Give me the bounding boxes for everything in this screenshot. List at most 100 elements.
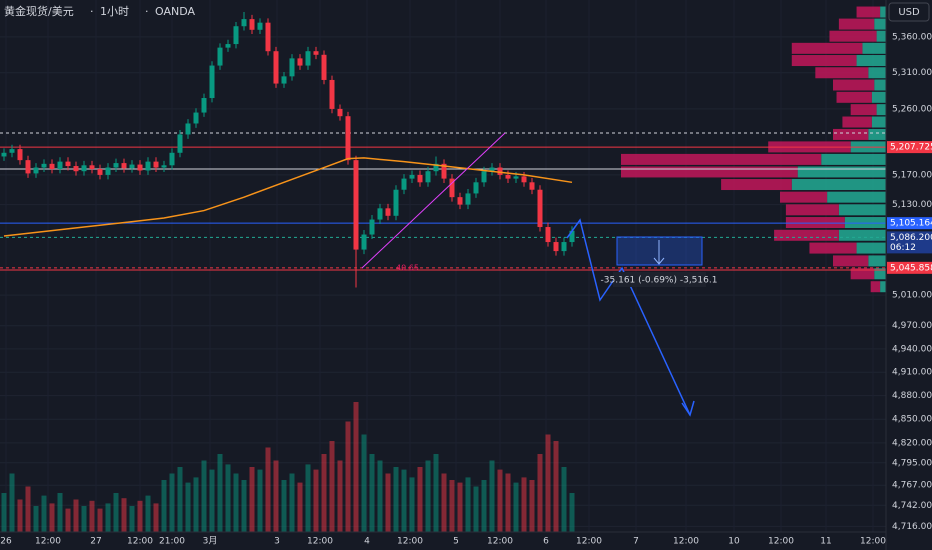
candle-body bbox=[113, 163, 119, 168]
volume-bar bbox=[401, 469, 407, 532]
x-tick-label: 12:00 bbox=[127, 537, 153, 547]
volume-bar bbox=[361, 434, 367, 532]
profile-up bbox=[844, 217, 886, 229]
profile-down bbox=[815, 67, 869, 79]
measure-label-bg bbox=[613, 272, 706, 287]
profile-up bbox=[862, 42, 886, 54]
projection-arrow-head bbox=[681, 400, 695, 417]
volume-bar bbox=[193, 477, 199, 532]
price-axis-panel bbox=[886, 0, 932, 550]
profile-down bbox=[870, 281, 881, 293]
volume-bar bbox=[513, 482, 519, 532]
candle-body bbox=[457, 197, 463, 205]
candle-body bbox=[417, 174, 423, 183]
currency-box[interactable] bbox=[888, 2, 930, 22]
candle-body bbox=[425, 171, 431, 183]
y-tick-label: 5,130.000 bbox=[892, 200, 932, 210]
profile-down bbox=[780, 191, 828, 203]
candle-body bbox=[361, 234, 367, 250]
profile-down bbox=[850, 104, 877, 116]
volume-bar bbox=[569, 493, 575, 532]
volume-bar bbox=[433, 454, 439, 532]
candle-body bbox=[545, 227, 551, 243]
x-tick-label: 12:00 bbox=[576, 537, 602, 547]
candle-body bbox=[385, 208, 391, 216]
candle-body bbox=[225, 44, 231, 48]
volume-bar bbox=[41, 495, 47, 532]
candle-body bbox=[177, 134, 183, 153]
volume-bar bbox=[521, 477, 527, 532]
y-tick-label: 5,310.000 bbox=[892, 68, 932, 78]
volume-bar bbox=[289, 473, 295, 532]
candle-body bbox=[521, 176, 527, 183]
volume-bar bbox=[337, 460, 343, 532]
volume-bar bbox=[161, 480, 167, 532]
price-tag-label: 5,045.858 bbox=[890, 263, 932, 273]
profile-up bbox=[868, 128, 886, 140]
volume-bar bbox=[313, 469, 319, 532]
profile-up bbox=[880, 6, 886, 18]
volume-bar bbox=[9, 473, 15, 532]
header-separator: · bbox=[145, 5, 149, 18]
price-tag-label: 5,086.200 bbox=[890, 233, 932, 243]
candle-body bbox=[497, 167, 503, 175]
volume-bar bbox=[153, 503, 159, 532]
profile-up bbox=[838, 204, 886, 216]
profile-down bbox=[785, 204, 839, 216]
x-tick-label: 12:00 bbox=[487, 537, 513, 547]
volume-bar bbox=[417, 467, 423, 532]
profile-up bbox=[874, 79, 886, 91]
volume-bar bbox=[537, 454, 543, 532]
candle-body bbox=[161, 165, 167, 168]
currency[interactable]: USD bbox=[898, 7, 920, 18]
candle-body bbox=[209, 65, 215, 99]
price-tag-countdown: 06:12 bbox=[890, 243, 916, 253]
trend-line bbox=[361, 132, 506, 269]
candle-body bbox=[321, 54, 327, 80]
candle-body bbox=[241, 19, 247, 27]
y-tick-label: 4,767.000 bbox=[892, 481, 932, 491]
profile-down bbox=[809, 242, 857, 254]
volume-bar bbox=[529, 480, 535, 532]
profile-up bbox=[876, 104, 886, 116]
volume-bar bbox=[297, 482, 303, 532]
candle-body bbox=[369, 219, 375, 235]
candle-body bbox=[337, 108, 343, 117]
price-tag-bg bbox=[887, 217, 932, 230]
candle-body bbox=[257, 22, 263, 30]
fib-label: 40.65 bbox=[396, 264, 419, 273]
volume-bar bbox=[65, 508, 71, 532]
profile-down bbox=[791, 42, 863, 54]
candle-body bbox=[289, 58, 295, 77]
profile-up bbox=[838, 229, 886, 241]
x-tick-label: 3 bbox=[274, 537, 280, 547]
profile-up bbox=[876, 30, 886, 42]
volume-bar bbox=[121, 498, 127, 532]
volume-bar bbox=[449, 480, 455, 532]
volume-bar bbox=[81, 506, 87, 532]
volume-bar bbox=[505, 473, 511, 532]
y-tick-label: 5,010.000 bbox=[892, 291, 932, 301]
volume-bar bbox=[249, 467, 255, 532]
x-tick-label: 26 bbox=[0, 537, 12, 547]
y-tick-label: 4,820.000 bbox=[892, 438, 932, 448]
candle-body bbox=[9, 149, 15, 153]
profile-up bbox=[871, 91, 886, 103]
candle-body bbox=[377, 208, 383, 220]
x-tick-label: 12:00 bbox=[860, 537, 886, 547]
y-tick-label: 5,260.000 bbox=[892, 104, 932, 114]
candle-body bbox=[281, 76, 287, 84]
candle-body bbox=[1, 152, 7, 157]
profile-down bbox=[833, 255, 869, 267]
volume-bar bbox=[377, 460, 383, 532]
volume-bar bbox=[385, 473, 391, 532]
candle-body bbox=[57, 161, 63, 169]
x-tick-label: 12:00 bbox=[397, 537, 423, 547]
profile-up bbox=[797, 166, 886, 178]
volume-bar bbox=[169, 473, 175, 532]
profile-down bbox=[621, 153, 822, 165]
volume-bar bbox=[73, 499, 79, 532]
volume-bar bbox=[25, 486, 31, 532]
